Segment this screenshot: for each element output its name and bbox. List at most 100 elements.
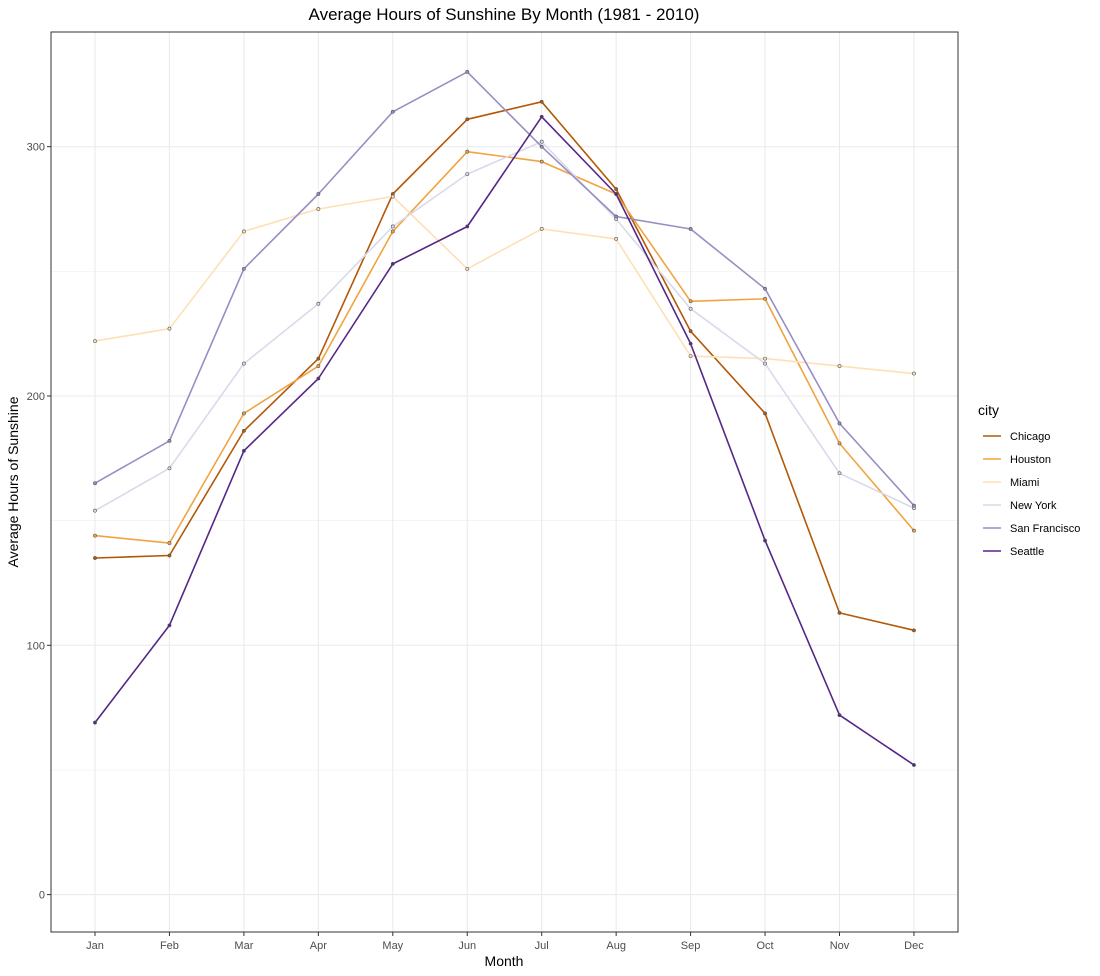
series-line-seattle xyxy=(94,116,915,766)
series-line-houston xyxy=(94,150,915,544)
data-point-seattle xyxy=(390,261,395,266)
y-tick-label: 0 xyxy=(39,890,45,902)
data-point-miami xyxy=(390,194,395,199)
x-tick-label: Mar xyxy=(234,940,253,952)
data-point-houston xyxy=(93,533,97,538)
data-point-houston xyxy=(539,159,544,164)
x-tick-label: Jun xyxy=(458,940,476,952)
legend-label: San Francisco xyxy=(1010,523,1080,535)
chart-title: Average Hours of Sunshine By Month (1981… xyxy=(309,5,700,24)
data-point-houston xyxy=(465,149,470,154)
x-tick-label: Feb xyxy=(160,940,179,952)
data-point-houston xyxy=(912,528,916,533)
data-point-miami xyxy=(93,339,97,344)
x-axis: Jan Feb Mar Apr May Jun Jul Aug Sep Oct Nov Dec xyxy=(86,932,924,952)
data-point-new-york xyxy=(390,224,395,229)
x-tick-label: May xyxy=(382,940,403,952)
data-point-chicago xyxy=(316,356,321,361)
data-point-chicago xyxy=(465,117,470,122)
data-point-chicago xyxy=(241,428,246,433)
data-point-chicago xyxy=(614,187,619,191)
data-point-houston xyxy=(837,441,842,446)
legend-title: city xyxy=(978,402,999,418)
data-point-miami xyxy=(614,237,619,241)
y-tick-label: 300 xyxy=(27,142,45,154)
data-point-houston xyxy=(316,364,321,368)
x-tick-label: Aug xyxy=(606,940,626,952)
data-point-miami xyxy=(688,354,693,358)
data-point-miami xyxy=(167,326,172,331)
legend-item-chicago: Chicago xyxy=(983,431,1050,443)
data-point-miami xyxy=(763,356,767,361)
legend-label: Houston xyxy=(1010,454,1051,466)
legend-item-san-francisco: San Francisco xyxy=(983,523,1080,535)
data-point-seattle xyxy=(614,192,619,196)
y-tick-label: 200 xyxy=(27,391,45,403)
series-line-chicago xyxy=(94,101,915,632)
legend-label: Miami xyxy=(1010,477,1039,489)
x-tick-label: Apr xyxy=(310,940,327,952)
series-line-new-york xyxy=(94,140,915,512)
data-point-new-york xyxy=(763,361,767,366)
data-point-miami xyxy=(465,266,470,271)
x-tick-label: Dec xyxy=(904,940,924,952)
data-point-new-york xyxy=(837,471,842,476)
data-point-san-francisco xyxy=(539,144,544,149)
x-tick-label: Nov xyxy=(830,940,850,952)
data-point-new-york xyxy=(241,361,246,366)
data-point-san-francisco xyxy=(614,214,619,219)
series-lines xyxy=(94,71,915,766)
y-axis: 0 100 200 300 xyxy=(27,142,51,902)
data-point-seattle xyxy=(316,376,321,381)
data-point-new-york xyxy=(93,508,97,513)
data-point-san-francisco xyxy=(465,69,470,74)
legend-item-miami: Miami xyxy=(983,477,1039,489)
y-axis-title: Average Hours of Sunshine xyxy=(5,396,21,567)
x-axis-title: Month xyxy=(485,953,524,969)
legend-item-new-york: New York xyxy=(983,500,1057,512)
data-point-seattle xyxy=(241,448,246,453)
data-point-seattle xyxy=(912,763,916,767)
data-point-chicago xyxy=(93,556,97,560)
data-point-san-francisco xyxy=(316,192,321,196)
data-point-seattle xyxy=(93,720,97,725)
data-point-san-francisco xyxy=(688,227,693,231)
data-point-seattle xyxy=(465,224,470,229)
data-point-houston xyxy=(390,229,395,234)
data-point-san-francisco xyxy=(93,481,97,486)
data-point-houston xyxy=(241,411,246,416)
data-point-san-francisco xyxy=(241,266,246,271)
data-point-miami xyxy=(316,207,321,211)
legend-item-houston: Houston xyxy=(983,454,1051,466)
y-tick-label: 100 xyxy=(27,640,45,652)
plot-border xyxy=(50,31,959,933)
data-point-miami xyxy=(241,229,246,234)
data-point-new-york xyxy=(539,139,544,144)
legend-item-seattle: Seattle xyxy=(983,546,1044,558)
data-point-new-york xyxy=(465,172,470,177)
series-line-miami xyxy=(94,195,915,375)
data-point-chicago xyxy=(837,610,842,615)
x-tick-label: Sep xyxy=(681,940,701,952)
data-point-seattle xyxy=(763,538,767,543)
data-point-new-york xyxy=(316,301,321,306)
data-point-houston xyxy=(763,296,767,301)
plot-background xyxy=(51,32,958,932)
legend-label: Seattle xyxy=(1010,546,1044,558)
data-point-miami xyxy=(539,227,544,231)
data-point-new-york xyxy=(167,466,172,471)
data-point-san-francisco xyxy=(763,286,767,291)
data-point-houston xyxy=(167,541,172,545)
data-point-chicago xyxy=(912,628,916,633)
x-tick-label: Jan xyxy=(86,940,104,952)
x-tick-label: Oct xyxy=(756,940,773,952)
data-point-san-francisco xyxy=(912,503,916,508)
grid-minor xyxy=(51,270,958,771)
data-point-chicago xyxy=(763,411,767,416)
legend-label: Chicago xyxy=(1010,431,1050,443)
data-point-chicago xyxy=(688,329,693,334)
data-point-miami xyxy=(837,364,842,368)
legend: city Chicago Houston Miami New York San Fran… xyxy=(978,402,1080,558)
legend-label: New York xyxy=(1010,500,1057,512)
